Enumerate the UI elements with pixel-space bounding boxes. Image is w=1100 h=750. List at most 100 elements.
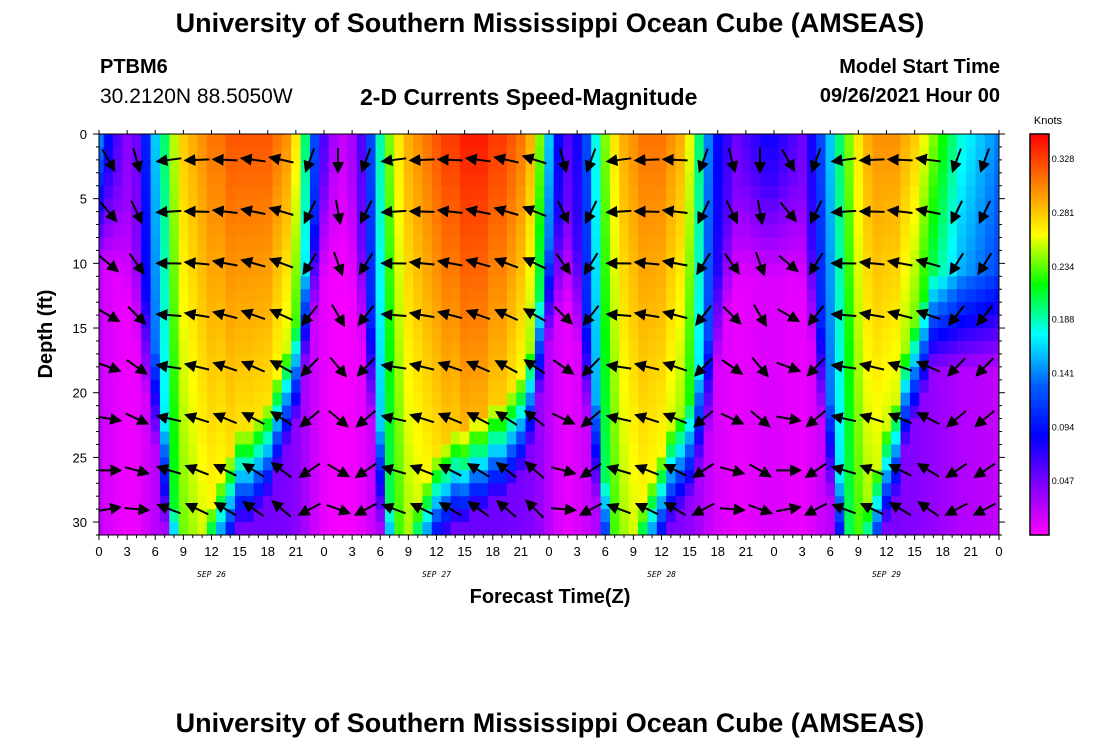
- current-vector-arrow: [809, 148, 822, 174]
- heatmap-cell: [534, 263, 545, 277]
- page-title: University of Southern Mississippi Ocean…: [175, 8, 925, 38]
- heatmap-cell: [300, 522, 311, 535]
- heatmap-cell: [834, 276, 845, 290]
- heatmap-cell: [703, 146, 714, 161]
- heatmap-cell: [975, 172, 986, 187]
- heatmap-cell: [872, 328, 883, 342]
- heatmap-cell: [234, 496, 245, 510]
- heatmap-cell: [759, 328, 770, 342]
- heatmap-cell: [938, 211, 949, 226]
- heatmap-cell: [638, 431, 649, 446]
- heatmap-cell: [956, 185, 967, 200]
- heatmap-cell: [178, 263, 189, 277]
- heatmap-cell: [375, 315, 386, 329]
- heatmap-cell: [797, 366, 808, 381]
- heatmap-cell: [525, 431, 536, 446]
- heatmap-cell: [619, 172, 630, 187]
- heatmap-cell: [666, 172, 677, 187]
- current-vector-arrow: [493, 205, 519, 217]
- heatmap-cell: [497, 431, 508, 446]
- heatmap-cell: [516, 470, 527, 484]
- heatmap-cell: [319, 431, 330, 446]
- heatmap-cell: [694, 302, 705, 316]
- heatmap-cell: [994, 224, 999, 239]
- heatmap-cell: [713, 405, 724, 420]
- heatmap-cell: [872, 263, 883, 277]
- heatmap-cell: [656, 289, 667, 303]
- heatmap-cell: [722, 263, 733, 277]
- heatmap-cell: [375, 263, 386, 277]
- heatmap-cell: [731, 496, 742, 510]
- heatmap-cell: [159, 250, 170, 264]
- heatmap-cell: [450, 418, 461, 433]
- heatmap-cell: [581, 379, 592, 394]
- current-vector-arrow: [303, 148, 315, 174]
- heatmap-cell: [713, 418, 724, 433]
- heatmap-cell: [788, 366, 799, 381]
- heatmap-cell: [99, 496, 105, 510]
- heatmap-cell: [919, 159, 930, 174]
- heatmap-cell: [759, 431, 770, 446]
- heatmap-cell: [113, 263, 124, 277]
- heatmap-cell: [722, 276, 733, 290]
- heatmap-cell: [722, 146, 733, 161]
- heatmap-cell: [253, 172, 264, 187]
- heatmap-cell: [713, 328, 724, 342]
- heatmap-cell: [113, 211, 124, 226]
- heatmap-cell: [600, 496, 611, 510]
- heatmap-cell: [816, 340, 827, 355]
- heatmap-cell: [684, 496, 695, 510]
- heatmap-cell: [994, 444, 999, 458]
- heatmap-cell: [141, 224, 152, 239]
- heatmap-cell: [919, 366, 930, 381]
- heatmap-cell: [291, 392, 302, 407]
- heatmap-cell: [844, 353, 855, 368]
- heatmap-cell: [422, 483, 433, 497]
- heatmap-cell: [188, 198, 199, 213]
- heatmap-cell: [656, 353, 667, 368]
- heatmap-cell: [872, 444, 883, 458]
- heatmap-cell: [741, 353, 752, 368]
- heatmap-cell: [741, 496, 752, 510]
- heatmap-cell: [141, 509, 152, 523]
- heatmap-cell: [816, 146, 827, 161]
- heatmap-cell: [544, 470, 555, 484]
- heatmap-cell: [788, 457, 799, 471]
- heatmap-cell: [253, 457, 264, 471]
- heatmap-cell: [778, 328, 789, 342]
- heatmap-cell: [478, 185, 489, 200]
- heatmap-cell: [488, 457, 499, 471]
- heatmap-cell: [928, 159, 939, 174]
- heatmap-cell: [684, 405, 695, 420]
- current-vector-arrow: [721, 359, 744, 375]
- heatmap-cell: [216, 418, 227, 433]
- heatmap-cell: [750, 315, 761, 329]
- current-vector-arrow: [975, 357, 994, 377]
- heatmap-cell: [150, 211, 161, 226]
- current-vector-arrow: [916, 463, 940, 478]
- heatmap-cell: [619, 211, 630, 226]
- heatmap-cell: [506, 224, 517, 239]
- date-label: SEP 26: [197, 570, 226, 579]
- heatmap-cell: [956, 211, 967, 226]
- current-vector-arrow: [241, 412, 265, 426]
- heatmap-cell: [234, 509, 245, 523]
- heatmap-cell: [309, 418, 320, 433]
- heatmap-cell: [525, 392, 536, 407]
- heatmap-cell: [488, 340, 499, 355]
- current-vector-arrow: [887, 308, 913, 321]
- heatmap-cell: [263, 172, 274, 187]
- heatmap-cell: [938, 172, 949, 187]
- heatmap-cell: [281, 250, 292, 264]
- heatmap-cell: [825, 172, 836, 187]
- heatmap-cell: [703, 276, 714, 290]
- heatmap-cell: [609, 172, 620, 187]
- heatmap-cell: [600, 263, 611, 277]
- heatmap-cell: [816, 366, 827, 381]
- heatmap-cell: [103, 328, 114, 342]
- heatmap-cell: [853, 379, 864, 394]
- heatmap-cell: [159, 315, 170, 329]
- heatmap-cell: [150, 224, 161, 239]
- heatmap-cell: [206, 224, 217, 239]
- heatmap-cell: [506, 418, 517, 433]
